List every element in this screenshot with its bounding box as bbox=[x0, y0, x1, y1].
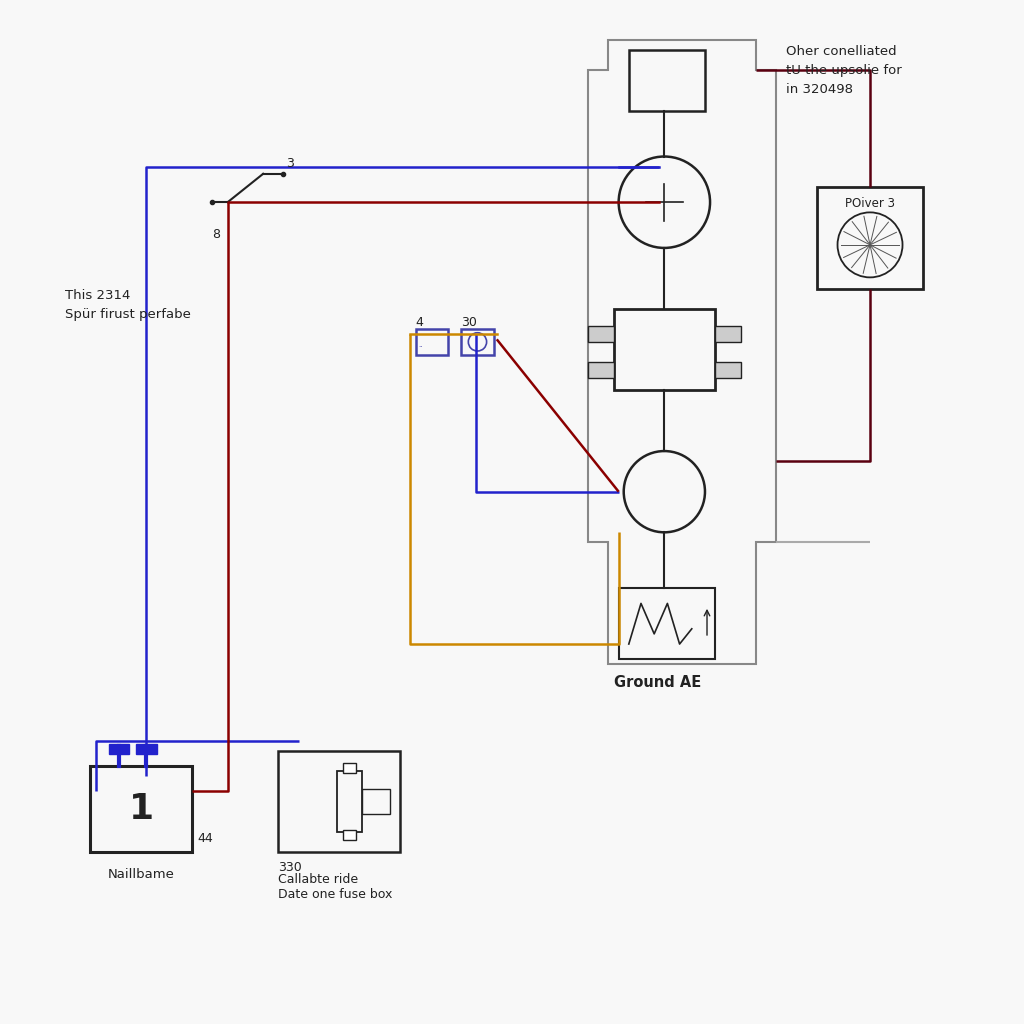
Bar bbox=[109, 743, 129, 754]
Bar bbox=[618, 588, 715, 659]
Bar bbox=[337, 771, 361, 831]
Text: 44: 44 bbox=[198, 833, 213, 845]
Bar bbox=[588, 361, 613, 378]
Bar bbox=[361, 790, 390, 814]
Bar bbox=[588, 326, 613, 342]
Bar bbox=[715, 361, 740, 378]
Bar bbox=[416, 329, 449, 354]
Text: 8: 8 bbox=[212, 227, 220, 241]
Text: 4: 4 bbox=[416, 316, 423, 329]
Text: Callabte ride
Date one fuse box: Callabte ride Date one fuse box bbox=[279, 872, 393, 901]
Text: POiver 3: POiver 3 bbox=[845, 198, 895, 210]
Bar bbox=[343, 829, 355, 840]
Bar bbox=[715, 326, 740, 342]
Text: This 2314
Spür firust perfabe: This 2314 Spür firust perfabe bbox=[66, 289, 191, 321]
Text: 1: 1 bbox=[129, 793, 154, 826]
Text: ..: .. bbox=[419, 342, 423, 348]
Text: 30: 30 bbox=[461, 316, 477, 329]
Bar bbox=[817, 187, 924, 289]
Bar bbox=[629, 50, 705, 111]
Text: Ground AE: Ground AE bbox=[613, 675, 700, 689]
Text: Naillbame: Naillbame bbox=[108, 867, 175, 881]
Text: Oher conelliated
tU the upsolie for
in 320498: Oher conelliated tU the upsolie for in 3… bbox=[786, 45, 902, 96]
Text: 3: 3 bbox=[287, 157, 294, 170]
Bar bbox=[279, 751, 400, 852]
Bar bbox=[136, 743, 157, 754]
Text: 330: 330 bbox=[279, 860, 302, 873]
Bar bbox=[613, 309, 715, 390]
Bar bbox=[90, 766, 193, 852]
Bar bbox=[461, 329, 494, 354]
Bar bbox=[343, 763, 355, 773]
